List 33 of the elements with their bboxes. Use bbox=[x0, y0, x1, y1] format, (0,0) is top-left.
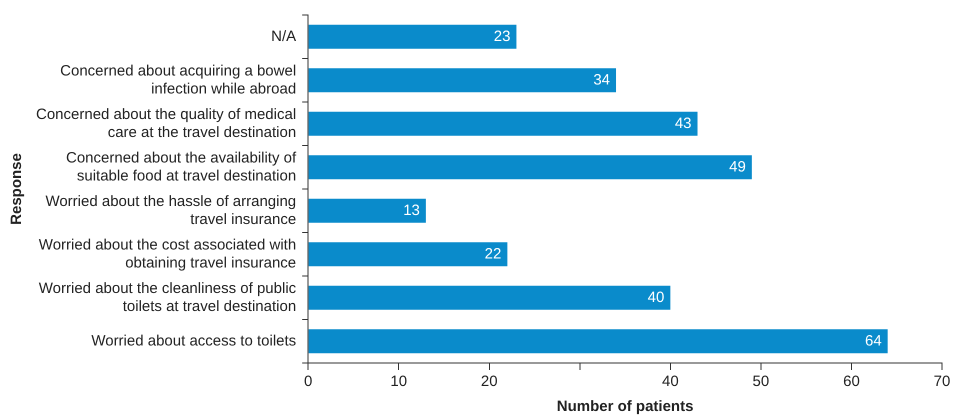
y-tick-label: Concerned about the quality of medical care at the travel destination bbox=[36, 106, 296, 141]
x-tick-label: 50 bbox=[752, 373, 770, 390]
y-tick-label: Worried about access to toilets bbox=[91, 332, 296, 350]
y-tick-label: Worried about the cost associated with obtaining travel insurance bbox=[38, 236, 296, 272]
x-tick-label: 40 bbox=[662, 373, 679, 390]
x-axis-title: Number of patients bbox=[556, 398, 694, 416]
data-label: 22 bbox=[484, 245, 502, 262]
data-label: 34 bbox=[593, 71, 610, 88]
y-tick-label: Concerned about the availability of suitable food at travel destination bbox=[66, 149, 297, 184]
data-label: 49 bbox=[729, 158, 746, 176]
bar bbox=[308, 155, 752, 180]
bar bbox=[308, 68, 616, 92]
y-tick-label: Worried about the hassle of arranging travel insurance bbox=[45, 192, 296, 228]
x-tick-label: 0 bbox=[304, 373, 312, 390]
data-label: 43 bbox=[674, 114, 692, 132]
x-tick-label: 20 bbox=[480, 373, 498, 390]
data-label: 23 bbox=[494, 28, 510, 45]
data-label: 40 bbox=[648, 288, 664, 306]
x-tick-label: 70 bbox=[934, 373, 950, 390]
x-tick-label: 60 bbox=[843, 373, 860, 390]
y-tick-label: N/A bbox=[271, 28, 296, 45]
bar bbox=[308, 242, 508, 266]
y-axis-title: Response bbox=[8, 153, 26, 225]
data-label: 64 bbox=[864, 332, 882, 350]
bar bbox=[308, 112, 698, 136]
y-tick-label: Concerned about acquiring a bowel infection while abroad bbox=[60, 62, 296, 98]
bar bbox=[308, 286, 670, 310]
data-label: 13 bbox=[403, 202, 420, 219]
bar bbox=[308, 329, 888, 354]
bar bbox=[308, 24, 516, 49]
y-tick-label: Worried about the cleanliness of public toilets at travel destination bbox=[38, 280, 297, 315]
x-tick-label: 10 bbox=[390, 373, 408, 390]
bar bbox=[308, 198, 426, 223]
